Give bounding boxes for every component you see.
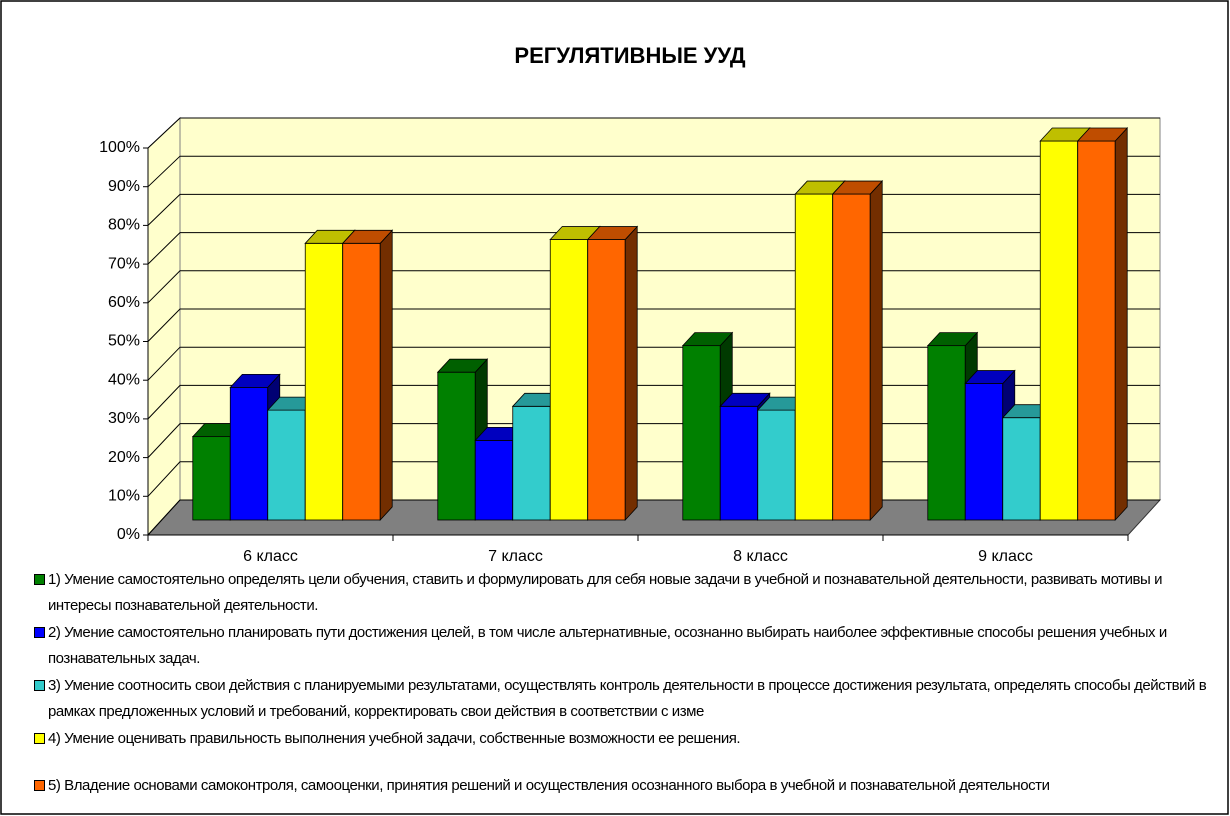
y-tick-label: 20% xyxy=(108,449,140,466)
legend-swatch xyxy=(34,680,45,691)
legend-item: 1) Умение самостоятельно определять цели… xyxy=(32,567,1223,619)
legend-item: 4) Умение оценивать правильность выполне… xyxy=(32,726,1223,752)
x-tick-label: 8 класс xyxy=(733,548,788,565)
bar-top xyxy=(229,373,281,388)
bar-front xyxy=(1002,417,1041,521)
bar-top xyxy=(719,392,771,407)
legend-swatch xyxy=(34,733,45,744)
bar-top xyxy=(831,180,884,195)
bar-side xyxy=(379,229,393,522)
bar-top xyxy=(436,358,489,373)
y-tick-label: 100% xyxy=(99,139,140,156)
legend-swatch xyxy=(34,574,45,585)
bar-front xyxy=(512,405,551,521)
x-tick-label: 6 класс xyxy=(243,548,298,565)
grid-line xyxy=(147,117,1160,149)
y-tick-label: 30% xyxy=(108,410,140,427)
bar-front xyxy=(1077,140,1116,521)
bar-front xyxy=(437,371,476,521)
y-tick-label: 40% xyxy=(108,371,140,388)
bar xyxy=(586,225,639,522)
bar-top xyxy=(926,332,979,347)
bar-top xyxy=(341,229,394,244)
bar-front xyxy=(192,436,231,521)
legend-label: 3) Умение соотносить свои действия с пла… xyxy=(48,677,1207,720)
grid-line xyxy=(147,155,1160,188)
y-tick-label: 10% xyxy=(108,488,140,505)
bar-front xyxy=(964,383,1004,521)
bar-top xyxy=(681,332,734,347)
y-tick-label: 50% xyxy=(108,333,140,350)
y-tick-label: 70% xyxy=(108,255,140,272)
bar-front xyxy=(832,193,871,521)
bar-front xyxy=(757,409,796,521)
bar-side xyxy=(1114,126,1128,522)
y-tick-label: 0% xyxy=(117,526,140,543)
bar-front xyxy=(267,409,306,521)
legend-item: 5) Владение основами самоконтроля, самоо… xyxy=(32,773,1223,799)
bar xyxy=(1076,126,1129,522)
x-tick-label: 7 класс xyxy=(488,548,543,565)
legend: 1) Умение самостоятельно определять цели… xyxy=(32,567,1227,807)
bar-front xyxy=(304,242,344,521)
bar-side xyxy=(869,180,883,522)
bar xyxy=(831,180,884,522)
legend-swatch xyxy=(34,780,45,791)
bar-front xyxy=(587,239,626,521)
legend-label: 2) Умение самостоятельно планировать пут… xyxy=(48,624,1167,667)
bar-front xyxy=(794,193,834,521)
y-tick-label: 90% xyxy=(108,178,140,195)
bar xyxy=(756,396,809,522)
chart-title: РЕГУЛЯТИВНЫЕ УУД xyxy=(514,43,746,68)
y-tick-label: 60% xyxy=(108,294,140,311)
bar-front xyxy=(549,239,589,521)
legend-item: 2) Умение самостоятельно планировать пут… xyxy=(32,620,1223,672)
legend-label: 1) Умение самостоятельно определять цели… xyxy=(48,571,1163,614)
bar-front xyxy=(229,386,269,521)
bar-top xyxy=(1076,127,1129,142)
legend-label: 5) Владение основами самоконтроля, самоо… xyxy=(48,777,1050,794)
bar-front xyxy=(719,405,759,521)
bar-front xyxy=(927,345,966,521)
legend-label: 4) Умение оценивать правильность выполне… xyxy=(48,730,741,747)
bar xyxy=(341,229,394,522)
legend-swatch xyxy=(34,627,45,638)
bar-front xyxy=(682,345,721,521)
legend-item: 3) Умение соотносить свои действия с пла… xyxy=(32,673,1223,725)
bar-front xyxy=(342,242,381,521)
bar xyxy=(436,358,489,522)
bar-front xyxy=(474,440,514,521)
side-wall xyxy=(147,116,181,537)
y-tick-label: 80% xyxy=(108,217,140,234)
bar-front xyxy=(1039,140,1079,521)
bar-side xyxy=(624,225,638,522)
x-tick-label: 9 класс xyxy=(978,548,1033,565)
bar-top xyxy=(964,370,1016,384)
bar-top xyxy=(586,226,639,240)
